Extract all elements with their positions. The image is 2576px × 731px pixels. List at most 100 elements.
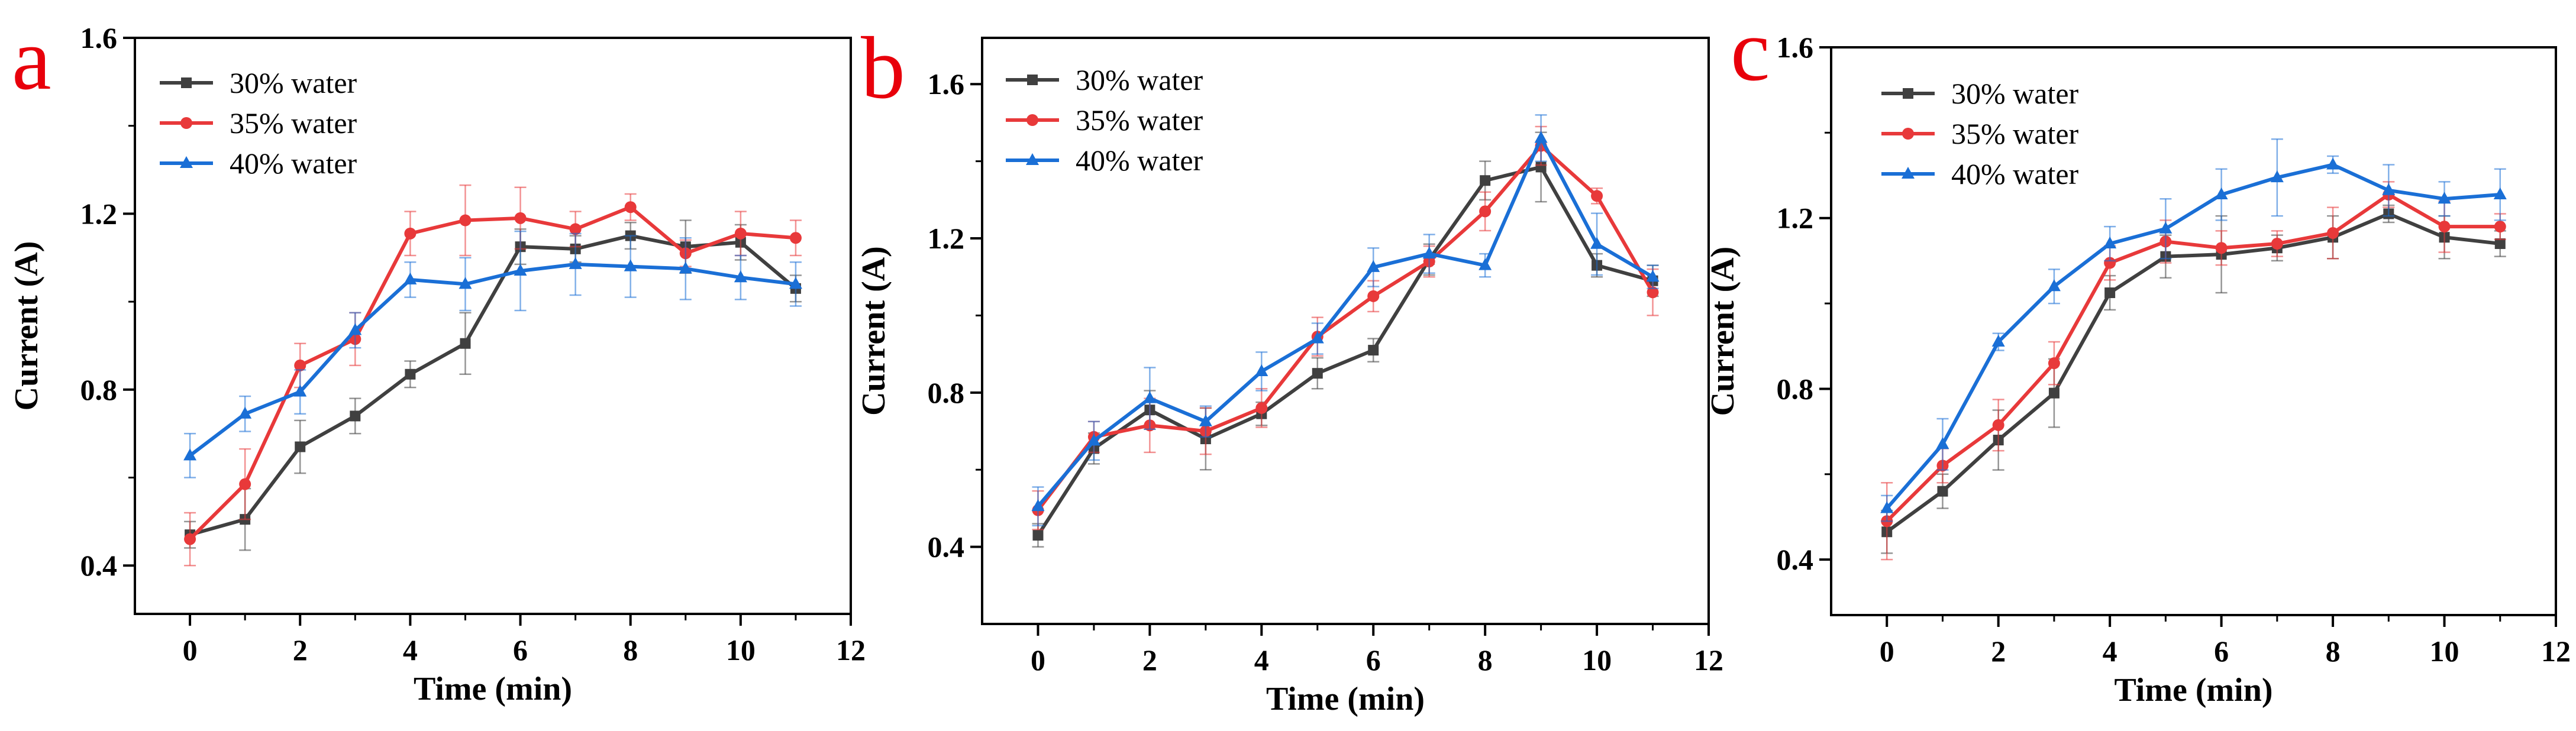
y-tick-label: 0.4 [1777,543,1814,576]
x-tick-label: 6 [1366,643,1381,677]
y-tick-label: 0.4 [928,531,965,564]
data-point-square [1312,368,1323,379]
series-2 [1032,125,1659,531]
data-point-circle [2048,357,2060,370]
x-tick-label: 4 [1254,643,1269,677]
panel-c: 0 2 4 6 8 10 12 0.4 0.8 1.2 1.6 Time (min) Current (… [1705,1,2571,709]
panel-letter: c [1731,1,1770,99]
legend-label: 35% water [1951,117,2079,150]
x-tick-label: 6 [2214,635,2229,668]
data-point-circle [2494,221,2506,233]
series-line [1037,134,1654,508]
x-tick-label: 6 [513,633,528,667]
data-point-triangle [238,406,252,419]
y-tick-label: 1.2 [1777,202,1814,235]
series-3 [1031,114,1660,526]
data-point-triangle [183,448,197,461]
data-point-triangle [514,264,527,276]
data-point-circle [2327,227,2339,239]
data-point-triangle [1880,501,1894,513]
series-1 [184,219,802,551]
data-point-triangle [624,259,637,271]
data-point-circle [2215,242,2228,254]
x-axis-title: Time (min) [414,671,572,707]
series-line [1885,163,2500,510]
legend-label: 35% water [1076,103,1203,137]
data-point-triangle [2215,187,2228,200]
legend-label: 40% water [1951,157,2079,190]
data-point-triangle [1310,331,1324,344]
legend-marker-square [1903,88,1913,99]
legend: 30% water 35% water 40% water [1881,77,2079,190]
legend-label: 35% water [230,106,357,140]
data-point-triangle [2159,221,2173,234]
data-point-triangle [293,384,307,397]
data-point-circle [1479,205,1492,218]
data-point-circle [404,227,417,240]
data-point-triangle [2326,157,2340,170]
data-point-circle [459,214,472,227]
data-point-triangle [1199,414,1212,426]
data-point-square [460,338,471,349]
x-tick-label: 2 [293,633,308,667]
data-point-triangle [2493,187,2507,200]
data-point-triangle [1534,131,1548,143]
y-axis-title: Current (A) [8,241,45,411]
x-tick-label: 12 [836,633,866,667]
legend-marker-circle [180,117,192,129]
data-point-triangle [1991,335,2005,347]
legend-label: 40% water [1076,144,1203,177]
data-point-triangle [569,257,582,269]
data-point-triangle [1422,247,1436,259]
data-point-square [1032,530,1044,541]
x-tick-label: 0 [1031,643,1045,677]
x-tick-label: 0 [183,633,198,667]
plot-frame [134,37,852,615]
data-point-triangle [1367,260,1380,272]
data-point-triangle [1143,391,1157,403]
legend-marker-square [181,77,192,88]
x-tick-label: 8 [1478,643,1493,677]
series-1 [1032,131,1659,548]
legend-label: 30% water [1076,63,1203,96]
data-point-triangle [2382,183,2396,195]
data-point-square [1937,486,1948,497]
panel-a: 0 2 4 6 8 10 12 0.4 0.8 1.2 1.6 Time (min) Current (… [8,10,866,707]
x-tick-label: 10 [2430,635,2459,668]
x-axis-title: Time (min) [1266,681,1425,717]
data-point-circle [1992,419,2004,431]
legend-marker-triangle [1026,153,1039,165]
data-point-triangle [1087,434,1100,446]
x-tick-label: 2 [1991,635,2006,668]
plot-frame [1830,46,2557,616]
y-tick-label: 1.6 [928,67,965,101]
data-point-circle [239,478,251,490]
legend-marker-triangle [180,156,193,168]
x-tick-label: 10 [726,633,756,667]
data-point-triangle [2047,279,2061,292]
y-tick-label: 1.2 [928,222,965,255]
data-point-square [405,368,416,380]
y-axis-title: Current (A) [1705,247,1741,416]
data-point-square [1480,175,1491,186]
x-tick-label: 12 [2541,635,2571,668]
series-3 [1880,138,2507,522]
legend-marker-square [1027,75,1038,85]
legend: 30% water 35% water 40% water [1006,63,1203,177]
data-point-triangle [2103,237,2117,249]
data-point-triangle [2438,192,2451,204]
data-point-circle [1647,286,1659,299]
series-line [1886,192,2500,523]
x-tick-label: 8 [623,633,638,667]
data-point-circle [1255,402,1268,414]
x-tick-label: 4 [403,633,418,667]
data-point-triangle [1479,258,1492,270]
data-point-triangle [2270,170,2284,183]
data-point-triangle [403,272,417,284]
y-tick-label: 0.8 [80,373,118,406]
data-point-circle [624,201,637,214]
x-tick-label: 12 [1694,643,1723,677]
data-point-triangle [1255,364,1268,376]
panel-letter: b [861,19,905,117]
